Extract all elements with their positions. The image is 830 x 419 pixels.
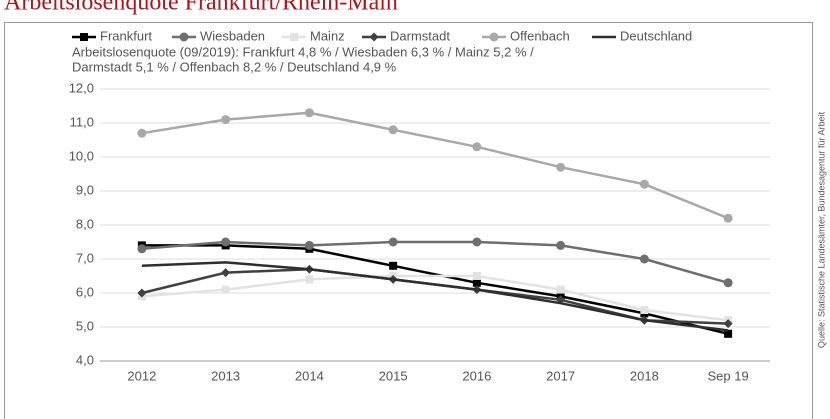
point bbox=[724, 329, 733, 338]
point bbox=[472, 142, 482, 152]
annotation: Darmstadt 5,1 % / Offenbach 8,2 % / Deut… bbox=[72, 59, 397, 74]
x-tick-label: 2015 bbox=[379, 368, 408, 383]
legend-marker bbox=[369, 32, 379, 42]
point bbox=[556, 240, 566, 250]
point bbox=[472, 237, 482, 247]
legend-marker bbox=[179, 32, 189, 42]
point bbox=[639, 179, 649, 189]
x-tick-label: 2018 bbox=[630, 368, 659, 383]
legend-marker bbox=[290, 33, 298, 41]
line bbox=[141, 261, 729, 332]
x-tick-label: Sep 19 bbox=[708, 368, 749, 383]
line bbox=[141, 111, 729, 220]
point bbox=[221, 285, 230, 294]
legend-marker bbox=[80, 33, 88, 41]
y-tick-label: 5,0 bbox=[76, 318, 94, 333]
x-tick-label: 2017 bbox=[546, 368, 575, 383]
line bbox=[141, 274, 729, 322]
point bbox=[389, 261, 398, 270]
x-tick-label: 2014 bbox=[295, 368, 324, 383]
point bbox=[472, 272, 481, 280]
point bbox=[556, 285, 565, 294]
point bbox=[304, 240, 314, 250]
point bbox=[723, 319, 733, 329]
line bbox=[141, 240, 729, 285]
line bbox=[141, 244, 729, 336]
legend-label: Deutschland bbox=[620, 28, 692, 43]
point bbox=[472, 278, 481, 287]
point bbox=[304, 108, 314, 118]
point bbox=[137, 288, 147, 298]
chart-title: Arbeitslosenquote Frankfurt/Rhein-Main bbox=[4, 0, 398, 16]
point bbox=[556, 162, 566, 172]
line bbox=[141, 267, 729, 325]
legend-label: Darmstadt bbox=[390, 28, 450, 43]
point bbox=[137, 128, 147, 138]
point bbox=[639, 254, 649, 264]
y-tick-label: 7,0 bbox=[76, 250, 94, 265]
annotation: Arbeitslosenquote (09/2019): Frankfurt 4… bbox=[72, 44, 534, 59]
point bbox=[221, 115, 231, 125]
point bbox=[388, 237, 398, 247]
frame bbox=[4, 22, 813, 419]
point bbox=[723, 278, 733, 288]
y-tick-label: 8,0 bbox=[76, 216, 94, 231]
x-tick-label: 2013 bbox=[211, 368, 240, 383]
legend-label: Wiesbaden bbox=[200, 28, 265, 43]
point bbox=[305, 275, 314, 284]
legend-marker bbox=[489, 32, 499, 42]
legend-label: Frankfurt bbox=[100, 28, 152, 43]
source: Quelle: Statistische Landesämter, Bundes… bbox=[816, 111, 826, 348]
y-tick-label: 6,0 bbox=[76, 284, 94, 299]
point bbox=[640, 306, 649, 314]
y-tick-label: 10,0 bbox=[69, 148, 94, 163]
x-tick-label: 2012 bbox=[127, 368, 156, 383]
point bbox=[388, 125, 398, 135]
x-tick-label: 2016 bbox=[462, 368, 491, 383]
y-tick-label: 11,0 bbox=[70, 114, 94, 129]
legend-label: Offenbach bbox=[510, 28, 570, 43]
point bbox=[221, 268, 231, 278]
point bbox=[723, 213, 733, 223]
y-tick-label: 9,0 bbox=[76, 182, 94, 197]
y-tick-label: 4,0 bbox=[76, 352, 94, 367]
point bbox=[221, 237, 231, 247]
point bbox=[137, 244, 147, 254]
y-tick-label: 12,0 bbox=[69, 80, 94, 95]
legend-label: Mainz bbox=[310, 28, 345, 43]
